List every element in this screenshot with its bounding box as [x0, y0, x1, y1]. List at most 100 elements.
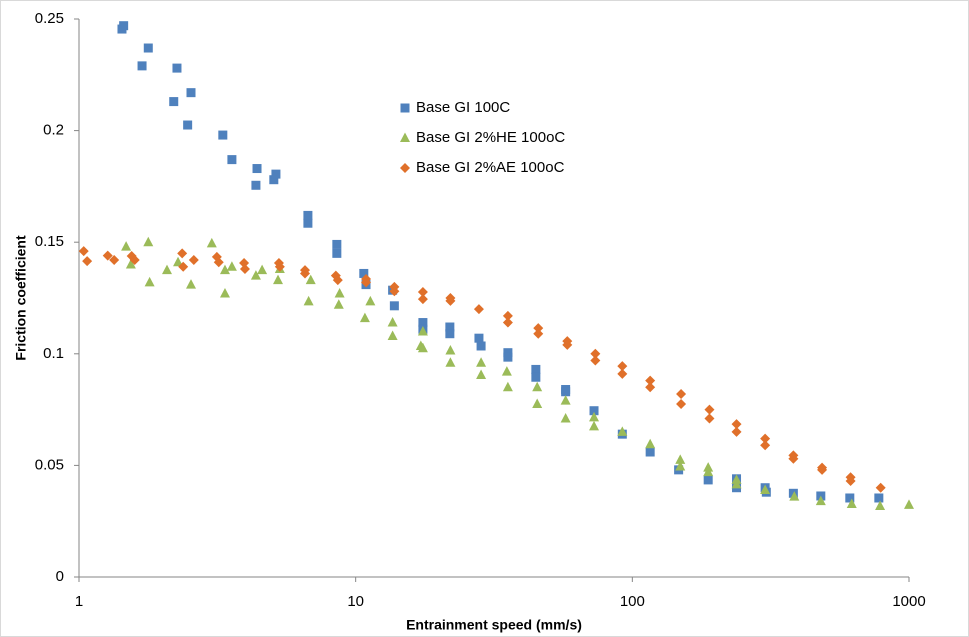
marker-triangle	[501, 366, 512, 376]
marker-diamond	[332, 275, 343, 286]
marker-diamond	[760, 440, 771, 451]
marker-square	[137, 61, 147, 71]
marker-triangle	[143, 236, 154, 247]
y-tick-label: 0.1	[43, 345, 64, 362]
marker-square	[874, 493, 884, 503]
marker-diamond	[590, 355, 601, 366]
marker-diamond	[445, 295, 456, 306]
marker-diamond	[213, 257, 224, 268]
x-tick-label: 1	[75, 593, 83, 610]
marker-diamond	[239, 263, 250, 274]
x-tick-label: 10	[347, 593, 364, 610]
marker-triangle	[875, 500, 886, 511]
marker-square	[703, 475, 713, 485]
marker-triangle	[417, 342, 428, 353]
marker-diamond	[188, 255, 199, 266]
marker-diamond	[361, 277, 372, 288]
marker-triangle	[387, 330, 398, 340]
legend-marker	[400, 103, 410, 113]
marker-square	[143, 43, 153, 53]
marker-square	[183, 120, 193, 130]
marker-diamond	[177, 248, 188, 259]
legend-label: Base GI 2%HE 100oC	[416, 129, 565, 146]
marker-triangle	[273, 274, 284, 285]
marker-square	[589, 406, 599, 416]
marker-diamond	[645, 375, 656, 386]
marker-diamond	[78, 246, 89, 257]
x-tick-label: 100	[620, 593, 645, 610]
marker-diamond	[300, 268, 311, 279]
marker-square	[474, 333, 484, 343]
marker-triangle	[476, 357, 487, 367]
marker-triangle	[532, 398, 543, 409]
marker-diamond	[617, 361, 628, 372]
marker-diamond	[102, 250, 113, 261]
marker-square	[303, 218, 313, 228]
marker-triangle	[125, 259, 136, 269]
marker-square	[359, 268, 369, 278]
y-tick-label: 0.15	[35, 233, 64, 250]
marker-diamond	[731, 419, 742, 430]
marker-diamond	[562, 339, 573, 350]
marker-triangle	[173, 256, 184, 267]
marker-triangle	[560, 413, 571, 423]
marker-square	[845, 493, 855, 503]
marker-square	[531, 372, 541, 382]
y-tick-label: 0	[56, 568, 64, 585]
marker-diamond	[473, 304, 484, 315]
marker-diamond	[389, 286, 400, 297]
marker-diamond	[417, 294, 428, 305]
marker-diamond	[590, 348, 601, 359]
marker-diamond	[676, 388, 687, 399]
marker-diamond	[645, 382, 656, 393]
marker-diamond	[875, 482, 886, 493]
marker-square	[645, 447, 655, 457]
marker-square	[227, 155, 237, 165]
marker-square	[503, 352, 513, 362]
marker-diamond	[760, 433, 771, 444]
x-tick-label: 1000	[892, 593, 925, 610]
marker-diamond	[704, 413, 715, 424]
marker-diamond	[817, 464, 828, 475]
marker-triangle	[560, 395, 571, 405]
marker-diamond	[533, 323, 544, 334]
marker-triangle	[417, 325, 428, 336]
marker-triangle	[445, 357, 456, 367]
marker-triangle	[305, 274, 316, 285]
marker-triangle	[846, 498, 857, 509]
marker-triangle	[815, 495, 826, 506]
marker-triangle	[645, 438, 656, 449]
marker-diamond	[731, 426, 742, 437]
marker-triangle	[257, 264, 268, 275]
marker-triangle	[121, 241, 132, 251]
marker-diamond	[129, 255, 140, 266]
marker-triangle	[675, 461, 686, 471]
marker-square	[252, 164, 262, 174]
marker-diamond	[82, 256, 93, 267]
marker-triangle	[589, 420, 600, 431]
marker-triangle	[445, 344, 456, 355]
marker-square	[269, 175, 279, 185]
marker-triangle	[731, 478, 742, 489]
marker-triangle	[144, 276, 155, 287]
y-tick-label: 0.05	[35, 456, 64, 473]
marker-triangle	[703, 466, 714, 477]
marker-triangle	[589, 411, 600, 422]
marker-triangle	[219, 288, 230, 298]
marker-diamond	[676, 399, 687, 410]
marker-square	[169, 97, 179, 107]
marker-square	[445, 329, 455, 339]
marker-triangle	[359, 312, 370, 323]
marker-square	[218, 130, 228, 140]
marker-triangle	[617, 426, 628, 436]
marker-triangle	[333, 299, 344, 309]
marker-square	[418, 318, 428, 328]
marker-diamond	[239, 257, 250, 268]
marker-diamond	[502, 317, 513, 328]
marker-diamond	[788, 453, 799, 464]
marker-triangle	[476, 369, 487, 380]
marker-diamond	[502, 310, 513, 321]
marker-square	[476, 341, 486, 351]
